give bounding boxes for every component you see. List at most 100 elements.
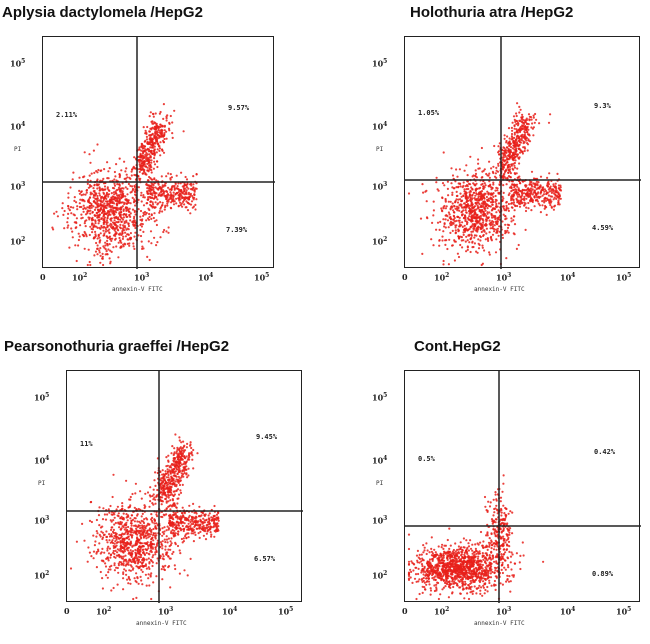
scatter-point — [490, 212, 493, 216]
scatter-point — [105, 223, 108, 226]
scatter-point — [155, 130, 158, 133]
scatter-point — [147, 536, 150, 539]
scatter-point — [103, 202, 106, 205]
scatter-point — [159, 110, 162, 114]
scatter-point — [163, 491, 166, 494]
scatter-point — [82, 207, 85, 211]
scatter-point — [99, 227, 102, 230]
scatter-point — [167, 493, 170, 496]
scatter-point — [93, 236, 96, 239]
scatter-point — [91, 222, 94, 225]
scatter-point — [129, 177, 132, 180]
scatter-point — [144, 527, 147, 530]
scatter-point — [144, 573, 147, 576]
scatter-point — [153, 153, 156, 156]
scatter-point — [143, 149, 146, 153]
scatter-point — [455, 186, 458, 189]
scatter-point — [124, 231, 127, 234]
scatter-point — [441, 235, 444, 238]
scatter-svg — [405, 37, 641, 269]
scatter-point — [152, 216, 155, 220]
scatter-point — [96, 253, 99, 256]
scatter-point — [194, 533, 197, 536]
scatter-point — [124, 214, 127, 217]
scatter-point — [125, 173, 128, 176]
scatter-point — [472, 227, 475, 230]
scatter-point — [162, 481, 165, 484]
scatter-point — [163, 530, 166, 533]
scatter-point — [527, 128, 530, 131]
scatter-point — [182, 529, 185, 533]
scatter-point — [169, 482, 172, 485]
scatter-point — [77, 244, 80, 247]
scatter-point — [89, 209, 92, 212]
scatter-point — [81, 216, 84, 219]
scatter-point — [177, 522, 180, 525]
scatter-point — [150, 597, 153, 601]
scatter-point — [488, 172, 491, 175]
scatter-point — [107, 170, 110, 173]
scatter-point — [192, 528, 195, 531]
scatter-point — [156, 557, 159, 560]
scatter-point — [109, 238, 112, 241]
scatter-point — [93, 194, 96, 197]
scatter-point — [515, 147, 518, 150]
scatter-point — [448, 238, 451, 241]
scatter-point — [98, 251, 101, 254]
scatter-point — [554, 182, 557, 185]
scatter-point — [496, 223, 499, 226]
scatter-point — [441, 210, 444, 213]
scatter-point — [489, 221, 492, 224]
scatter-point — [141, 164, 144, 167]
scatter-point — [111, 186, 115, 190]
scatter-point — [114, 238, 117, 241]
scatter-point — [181, 205, 184, 208]
scatter-point — [149, 500, 152, 503]
scatter-point — [145, 138, 149, 141]
scatter-point — [125, 513, 128, 516]
scatter-point — [538, 186, 541, 189]
scatter-point — [130, 555, 133, 558]
x-axis-label: annexin-V FITC — [474, 286, 525, 293]
scatter-point — [122, 226, 125, 229]
scatter-point — [152, 554, 155, 557]
scatter-point — [519, 141, 522, 144]
scatter-point — [139, 215, 142, 218]
scatter-point — [182, 130, 185, 133]
scatter-point — [151, 201, 154, 204]
scatter-point — [192, 448, 195, 452]
scatter-point — [503, 170, 507, 174]
scatter-point — [172, 196, 175, 199]
scatter-point — [105, 250, 108, 253]
scatter-point — [482, 205, 485, 208]
scatter-point — [94, 250, 98, 253]
scatter-point — [558, 195, 561, 198]
scatter-point — [118, 174, 122, 177]
scatter-point — [102, 177, 105, 180]
scatter-point — [492, 195, 495, 198]
scatter-point — [213, 522, 216, 526]
scatter-point — [543, 199, 546, 202]
scatter-point — [190, 452, 193, 455]
scatter-point — [133, 223, 136, 226]
scatter-point — [155, 527, 158, 530]
scatter-point — [185, 468, 188, 471]
scatter-point — [525, 129, 528, 132]
scatter-point — [99, 232, 102, 235]
scatter-point — [104, 248, 107, 251]
scatter-point — [520, 127, 524, 130]
scatter-point — [474, 194, 477, 197]
scatter-point — [111, 539, 114, 542]
scatter-point — [61, 207, 64, 210]
scatter-point — [508, 153, 511, 156]
scatter-point — [112, 551, 115, 554]
scatter-point — [142, 170, 146, 173]
scatter-point — [171, 504, 174, 507]
scatter-point — [150, 171, 153, 174]
scatter-point — [172, 532, 176, 535]
scatter-point — [93, 544, 96, 547]
scatter-point — [542, 186, 545, 189]
scatter-point — [169, 485, 172, 488]
scatter-point — [468, 234, 471, 237]
scatter-point — [193, 517, 196, 520]
